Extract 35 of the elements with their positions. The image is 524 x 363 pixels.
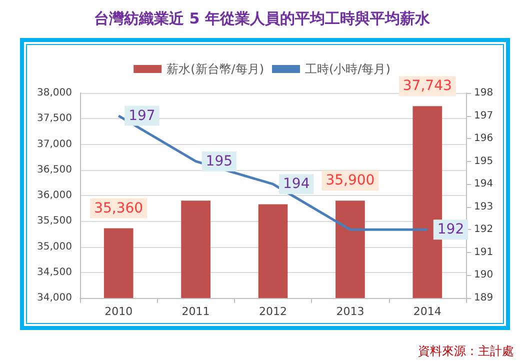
y2-tick-label: 197 xyxy=(474,110,494,122)
y2-tick-label: 191 xyxy=(474,246,494,258)
y-tick-label: 35,000 xyxy=(37,241,72,252)
x-tick-label: 2013 xyxy=(336,305,364,318)
y-tick-label: 37,000 xyxy=(37,138,72,150)
data-label: 37,743 xyxy=(402,78,452,94)
y2-tick-label: 198 xyxy=(474,88,494,98)
y2-tick-label: 193 xyxy=(474,201,494,212)
y2-tick-label: 189 xyxy=(474,292,494,304)
y2-tick-label: 192 xyxy=(474,224,494,236)
x-tick-label: 2010 xyxy=(104,305,133,318)
chart-title: 台灣紡織業近 5 年從業人員的平均工時與平均薪水 xyxy=(94,10,431,28)
y-tick-label: 38,000 xyxy=(37,88,72,98)
data-label: 35,360 xyxy=(94,200,144,216)
data-label: 194 xyxy=(283,176,310,192)
y-tick-label: 34,000 xyxy=(37,292,72,304)
data-label: 35,900 xyxy=(326,172,375,189)
data-label: 197 xyxy=(128,108,156,124)
x-tick-label: 2012 xyxy=(259,305,287,318)
y-tick-label: 36,000 xyxy=(37,190,72,201)
y-tick-label: 34,500 xyxy=(37,266,72,278)
y-tick-label: 36,500 xyxy=(37,164,72,176)
source-note: 資料來源：主計處 xyxy=(418,344,514,358)
y2-tick-label: 196 xyxy=(474,133,494,144)
x-tick-label: 2014 xyxy=(413,305,442,318)
y2-tick-label: 190 xyxy=(474,270,494,281)
legend-label: 工時(小時/每月) xyxy=(305,62,390,76)
y2-tick-label: 195 xyxy=(474,156,494,167)
data-label: 192 xyxy=(437,222,464,238)
data-label: 195 xyxy=(206,153,233,170)
legend-label: 薪水(新台幣/每月) xyxy=(166,62,264,76)
y2-tick-label: 194 xyxy=(474,178,494,190)
y-tick-label: 37,500 xyxy=(37,113,72,124)
y-tick-label: 35,500 xyxy=(37,216,72,227)
x-tick-label: 2011 xyxy=(182,305,210,318)
